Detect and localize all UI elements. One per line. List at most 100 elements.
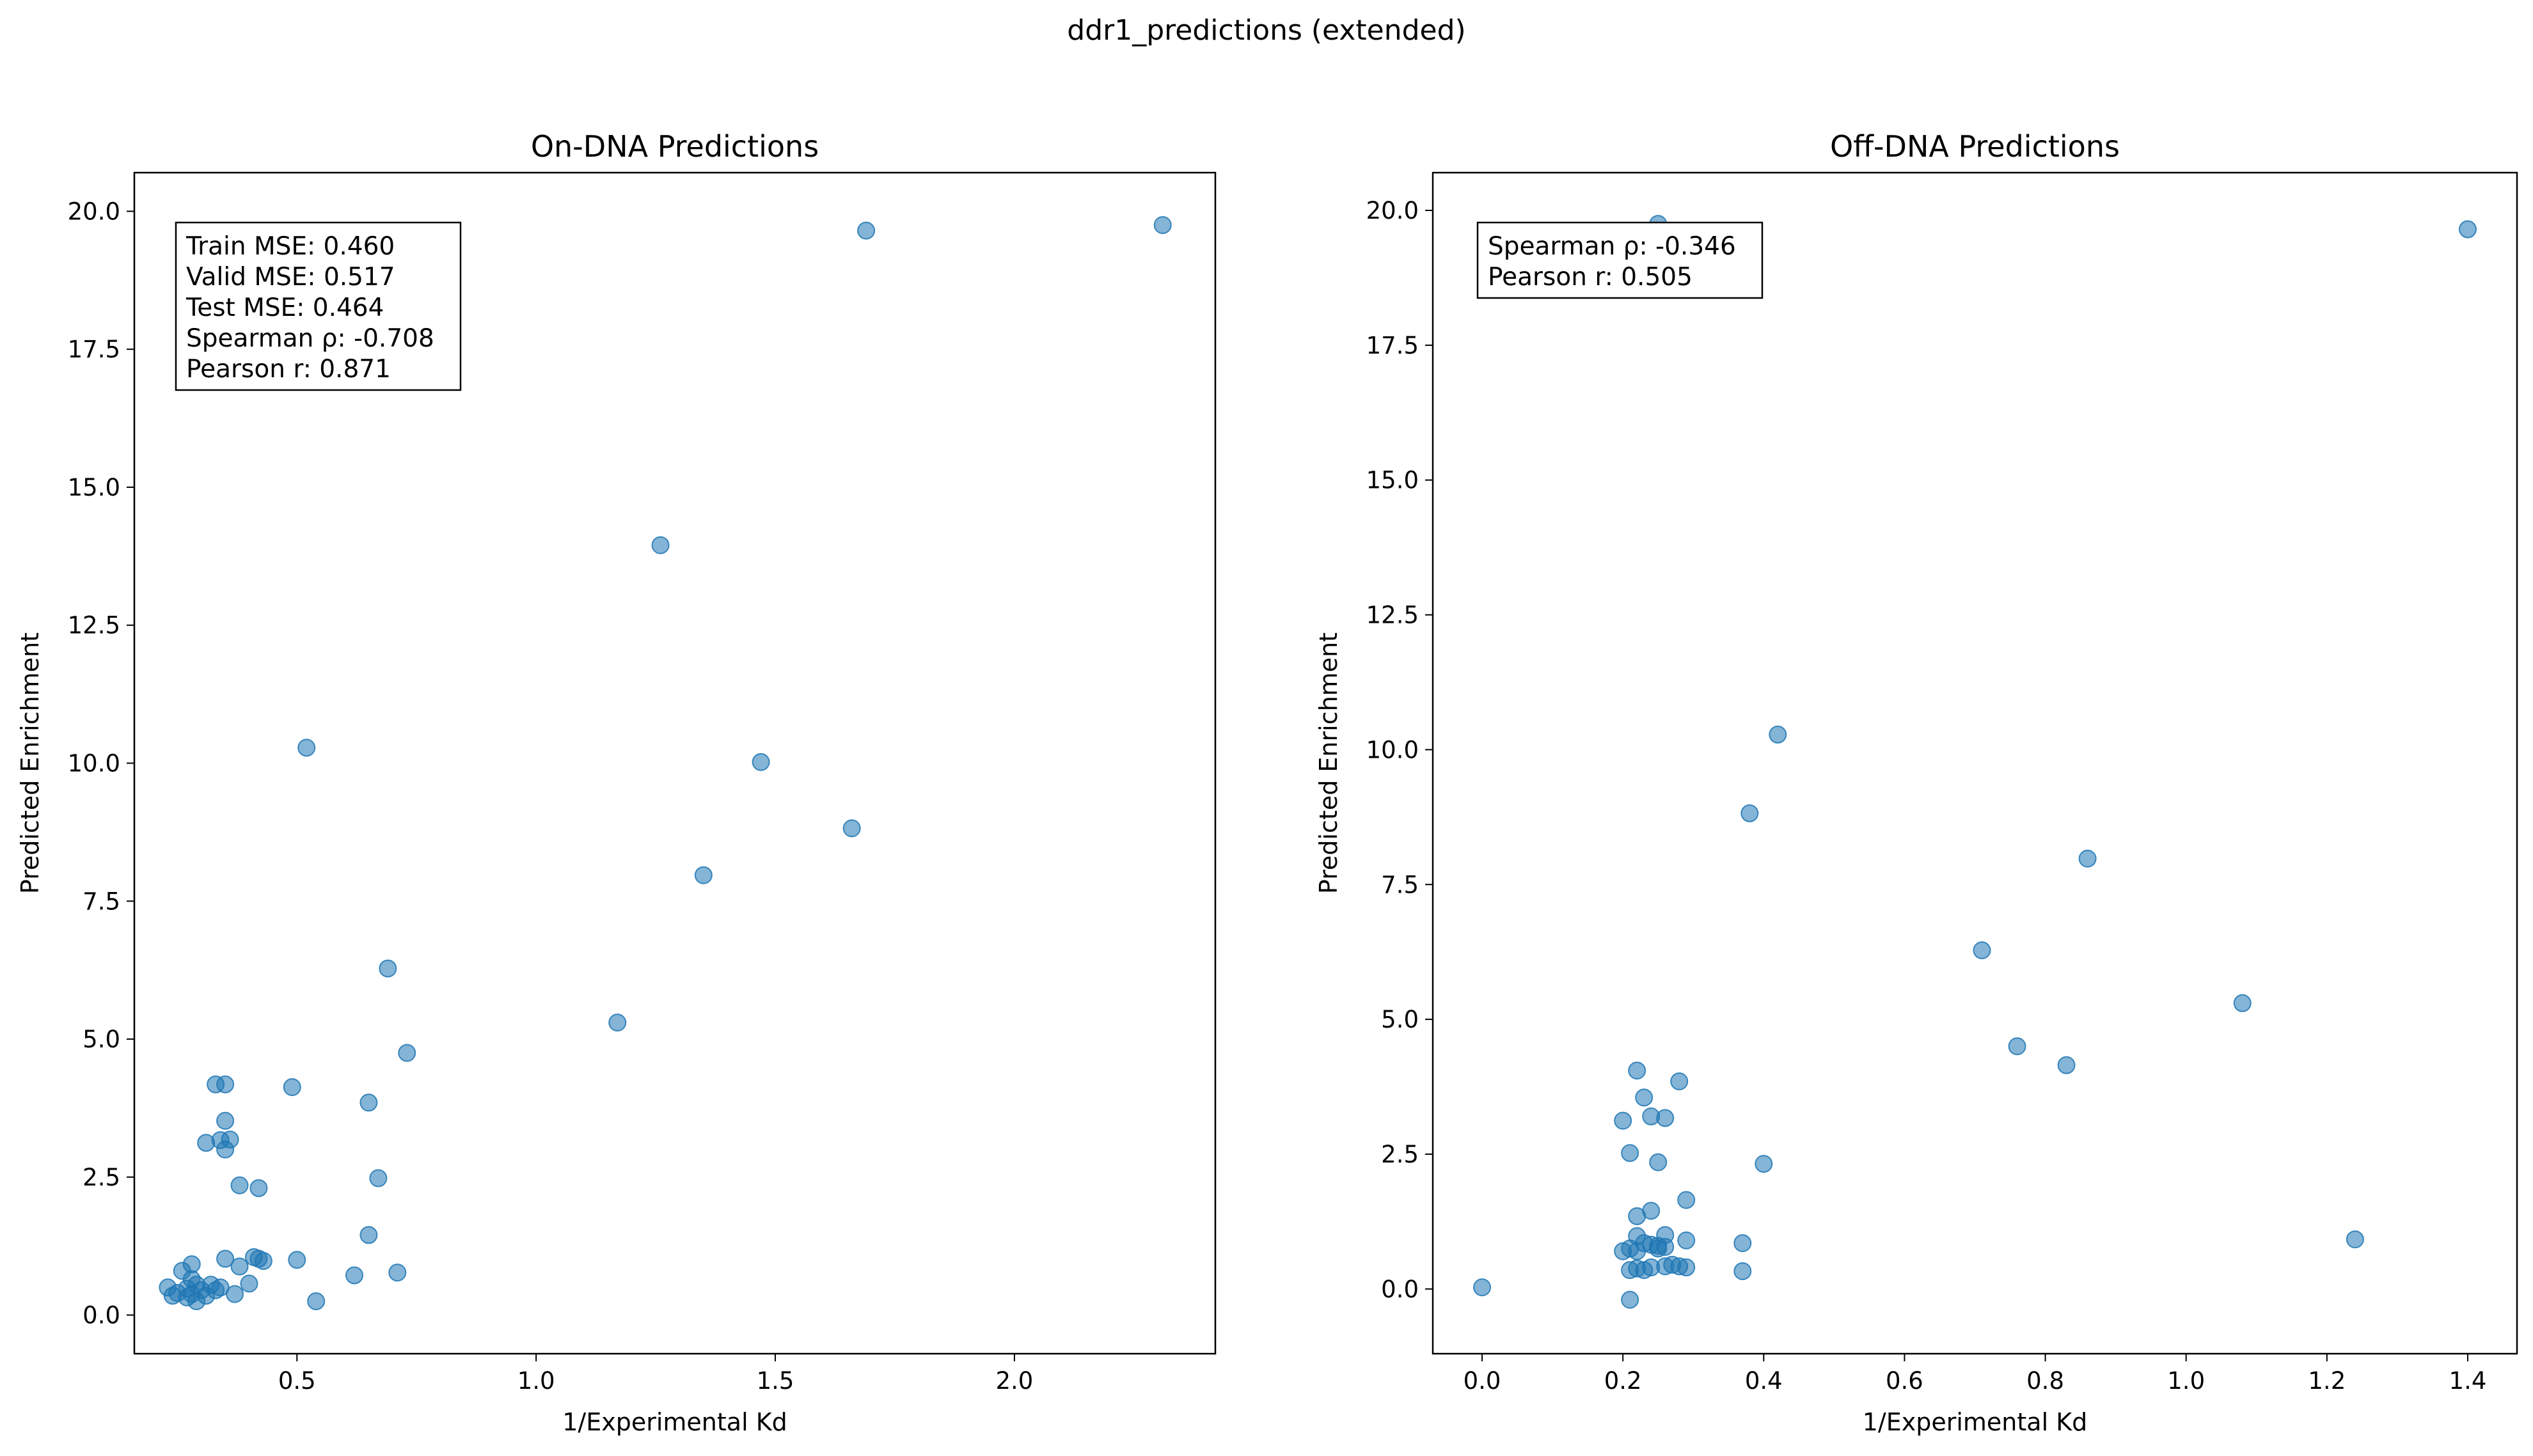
data-point <box>297 739 316 757</box>
data-point <box>1635 1088 1653 1107</box>
data-point <box>379 959 397 978</box>
data-point <box>1755 1155 1773 1173</box>
data-point <box>254 1252 272 1271</box>
figure-suptitle: ddr1_predictions (extended) <box>1067 14 1465 47</box>
data-point <box>216 1140 235 1159</box>
x-axis-label: 1/Experimental Kd <box>1863 1408 2088 1436</box>
data-point <box>1740 804 1759 822</box>
data-point <box>842 819 861 838</box>
stats-annotation-box <box>1476 221 1764 299</box>
data-point <box>288 1251 306 1269</box>
data-point <box>608 1014 627 1032</box>
data-point <box>1677 1191 1696 1209</box>
data-point <box>1769 725 1787 744</box>
stats-annotation-box <box>175 221 462 391</box>
data-point <box>1628 1207 1646 1225</box>
y-tick-label: 0.0 <box>1381 1276 1419 1303</box>
data-point <box>307 1292 326 1311</box>
axes-frame <box>1432 171 2518 1355</box>
x-tick-label: 1.0 <box>2167 1367 2205 1395</box>
off-dna-predictions-plot: Off-DNA Predictions 1/Experimental Kd Pr… <box>1314 129 2518 1436</box>
y-tick-label: 10.0 <box>1366 736 1419 763</box>
data-point <box>2233 994 2252 1012</box>
x-tick-label: 0.6 <box>1886 1367 1923 1395</box>
data-point <box>359 1093 378 1112</box>
data-point <box>857 221 876 240</box>
y-axis-label: Predicted Enrichment <box>1314 632 1343 894</box>
x-tick-label: 0.4 <box>1745 1367 1783 1395</box>
y-tick-label: 12.5 <box>1366 602 1419 629</box>
data-point <box>216 1075 235 1093</box>
data-point <box>1677 1231 1696 1249</box>
x-axis-label: 1/Experimental Kd <box>562 1408 787 1436</box>
data-point <box>1621 1144 1639 1162</box>
data-point <box>216 1111 235 1130</box>
y-tick-label: 12.5 <box>68 612 120 639</box>
x-tick-label: 0.2 <box>1604 1367 1642 1395</box>
data-point <box>2078 849 2097 868</box>
y-tick-label: 5.0 <box>83 1026 120 1053</box>
data-point <box>694 866 713 884</box>
data-point <box>345 1266 363 1285</box>
data-point <box>2346 1230 2364 1249</box>
stats-annotation-line: Pearson r: 0.871 <box>186 355 391 384</box>
data-point <box>192 1281 210 1299</box>
data-point <box>197 1134 216 1152</box>
on-dna-predictions-plot: On-DNA Predictions 1/Experimental Kd Pre… <box>16 129 1217 1436</box>
stats-annotation-line: Train MSE: 0.460 <box>185 232 395 261</box>
data-point <box>1733 1234 1752 1253</box>
x-tick-label: 0.5 <box>278 1367 316 1395</box>
data-point <box>2008 1037 2026 1056</box>
x-tick-label: 1.5 <box>757 1367 794 1395</box>
data-point <box>1628 1242 1646 1260</box>
data-point <box>1649 1153 1668 1171</box>
data-point <box>398 1044 416 1062</box>
x-tick-label: 0.0 <box>1464 1367 1501 1395</box>
x-tick-label: 1.2 <box>2308 1367 2346 1395</box>
data-point <box>2057 1056 2076 1074</box>
data-point <box>216 1249 235 1268</box>
data-point <box>1670 1072 1689 1091</box>
data-point <box>230 1257 249 1276</box>
x-tick-label: 1.0 <box>517 1367 555 1395</box>
data-point <box>1153 215 1172 234</box>
y-tick-label: 15.0 <box>68 474 120 501</box>
y-tick-label: 7.5 <box>1381 871 1419 898</box>
data-point <box>1614 1111 1632 1130</box>
data-point <box>226 1285 244 1303</box>
data-point <box>359 1226 378 1244</box>
data-point <box>240 1274 258 1293</box>
stats-annotation-line: Test MSE: 0.464 <box>185 294 384 322</box>
y-tick-label: 20.0 <box>68 198 120 225</box>
stats-annotation-line: Spearman ρ: -0.708 <box>186 324 434 353</box>
plot-title: Off-DNA Predictions <box>1830 129 2120 164</box>
data-point <box>1656 1257 1675 1276</box>
data-point <box>1733 1262 1752 1280</box>
y-tick-label: 10.0 <box>68 750 120 778</box>
data-point <box>388 1264 407 1282</box>
y-tick-label: 5.0 <box>1381 1006 1419 1033</box>
y-tick-label: 2.5 <box>1381 1141 1419 1168</box>
y-tick-label: 7.5 <box>83 888 120 915</box>
y-tick-label: 17.5 <box>1366 332 1419 359</box>
stats-annotation-line: Spearman ρ: -0.346 <box>1488 232 1736 261</box>
data-point <box>752 753 770 771</box>
y-tick-label: 20.0 <box>1366 197 1419 224</box>
plot-title: On-DNA Predictions <box>531 129 819 164</box>
x-tick-label: 1.4 <box>2449 1367 2487 1395</box>
data-point <box>1473 1278 1492 1297</box>
data-point <box>1677 1258 1696 1277</box>
stats-annotation-line: Valid MSE: 0.517 <box>186 263 395 292</box>
data-point <box>230 1176 249 1194</box>
data-point <box>651 536 670 554</box>
y-tick-label: 0.0 <box>83 1302 120 1329</box>
data-point <box>1973 941 1991 960</box>
data-point <box>283 1078 301 1097</box>
y-tick-label: 15.0 <box>1366 467 1419 494</box>
data-point <box>1635 1261 1653 1280</box>
data-point <box>249 1179 268 1198</box>
y-tick-label: 17.5 <box>68 336 120 363</box>
data-point <box>1649 1239 1668 1258</box>
